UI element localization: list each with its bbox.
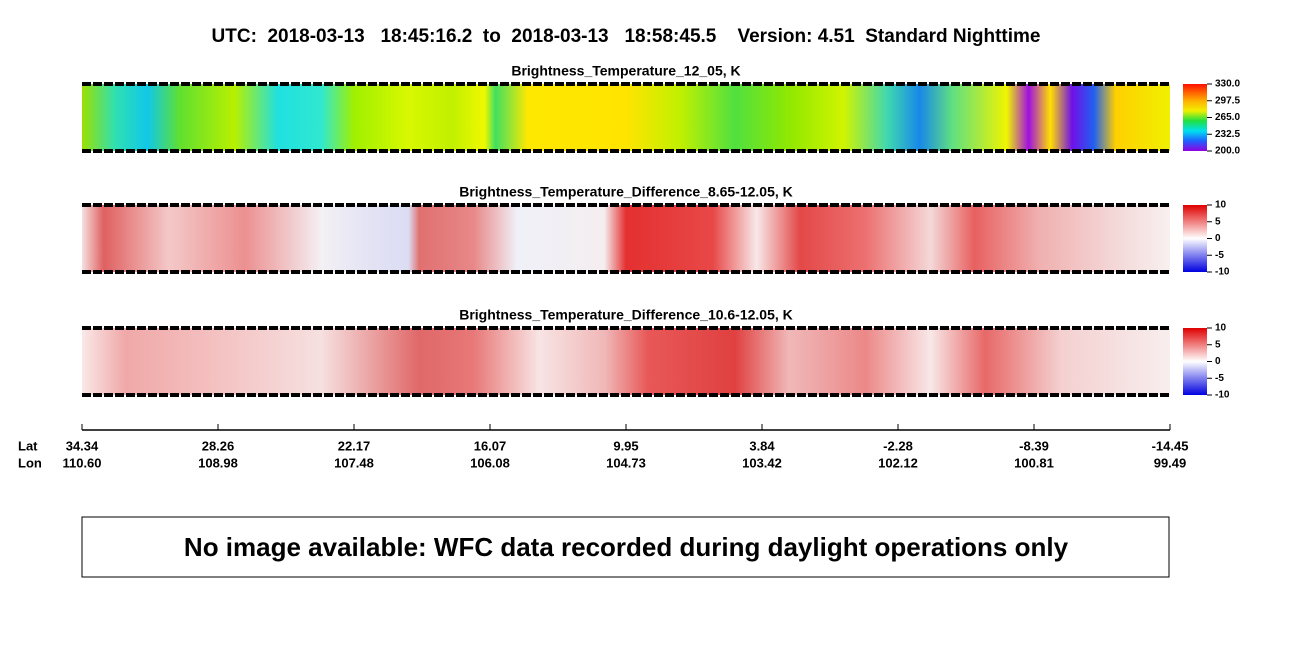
main-title: UTC: 2018-03-13 18:45:16.2 to 2018-03-13… xyxy=(212,26,1041,47)
colorbar-label: 5 xyxy=(1215,339,1221,350)
colorbar-label: 200.0 xyxy=(1215,146,1240,157)
row-label: Lon xyxy=(18,455,42,470)
colorbar-label: 265.0 xyxy=(1215,112,1240,123)
panel-title: Brightness_Temperature_Difference_8.65-1… xyxy=(459,184,793,200)
axis-label: 3.84 xyxy=(749,438,775,453)
axis-label: 99.49 xyxy=(1154,455,1187,470)
axis-label: 22.17 xyxy=(338,438,371,453)
colorbar-label: 0 xyxy=(1215,356,1221,367)
image-strip xyxy=(82,328,1170,395)
row-label: Lat xyxy=(18,438,38,453)
image-strip xyxy=(82,84,1170,151)
colorbar-label: 297.5 xyxy=(1215,95,1240,106)
axis-label: 9.95 xyxy=(613,438,638,453)
axis-label: -14.45 xyxy=(1152,438,1189,453)
axis-label: 110.60 xyxy=(62,455,101,470)
axis-label: 100.81 xyxy=(1014,455,1054,470)
notice-text: No image available: WFC data recorded du… xyxy=(184,532,1069,562)
axis-label: 103.42 xyxy=(742,455,782,470)
colorbar-label: -10 xyxy=(1215,267,1230,278)
colorbar-label: 330.0 xyxy=(1215,79,1240,90)
notice-box xyxy=(81,516,1170,578)
colorbar-label: 5 xyxy=(1215,216,1221,227)
colorbar xyxy=(1183,205,1207,272)
colorbar-label: -5 xyxy=(1215,373,1224,384)
colorbar-label: 0 xyxy=(1215,233,1221,244)
panel-title: Brightness_Temperature_12_05, K xyxy=(511,63,740,79)
axis-label: 104.73 xyxy=(606,455,646,470)
colorbar-label: 232.5 xyxy=(1215,129,1240,140)
axis-label: 102.12 xyxy=(878,455,918,470)
panel-title: Brightness_Temperature_Difference_10.6-1… xyxy=(459,307,793,323)
image-strip xyxy=(82,205,1170,272)
axis-label: -2.28 xyxy=(883,438,913,453)
axis-label: -8.39 xyxy=(1019,438,1049,453)
colorbar xyxy=(1183,84,1207,151)
axis-label: 28.26 xyxy=(202,438,235,453)
colorbar xyxy=(1183,328,1207,395)
colorbar-label: 10 xyxy=(1215,200,1227,211)
colorbar-label: -10 xyxy=(1215,390,1230,401)
colorbar-label: -5 xyxy=(1215,250,1224,261)
axis-label: 107.48 xyxy=(334,455,374,470)
colorbar-label: 10 xyxy=(1215,323,1227,334)
axis-label: 108.98 xyxy=(198,455,238,470)
axis-label: 34.34 xyxy=(66,438,99,453)
axis-label: 16.07 xyxy=(474,438,507,453)
axis-label: 106.08 xyxy=(470,455,510,470)
